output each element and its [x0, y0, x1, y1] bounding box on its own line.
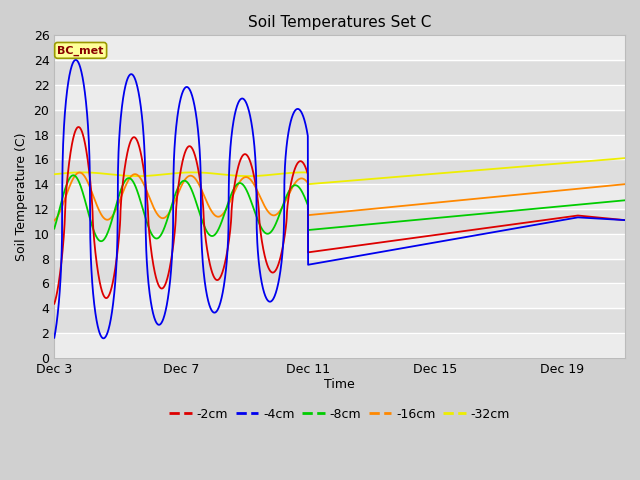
Bar [54, 134, 625, 159]
Bar [54, 209, 625, 234]
Bar [54, 11, 625, 36]
Bar [54, 234, 625, 259]
X-axis label: Time: Time [324, 378, 355, 391]
Bar [54, 333, 625, 358]
Bar [54, 110, 625, 134]
Bar [54, 159, 625, 184]
Bar [54, 60, 625, 85]
Bar [54, 36, 625, 60]
Text: BC_met: BC_met [58, 45, 104, 56]
Bar [54, 184, 625, 209]
Bar [54, 85, 625, 110]
Title: Soil Temperatures Set C: Soil Temperatures Set C [248, 15, 431, 30]
Bar [54, 308, 625, 333]
Legend: -2cm, -4cm, -8cm, -16cm, -32cm: -2cm, -4cm, -8cm, -16cm, -32cm [164, 403, 515, 426]
Y-axis label: Soil Temperature (C): Soil Temperature (C) [15, 132, 28, 261]
Bar [54, 259, 625, 283]
Bar [54, 283, 625, 308]
